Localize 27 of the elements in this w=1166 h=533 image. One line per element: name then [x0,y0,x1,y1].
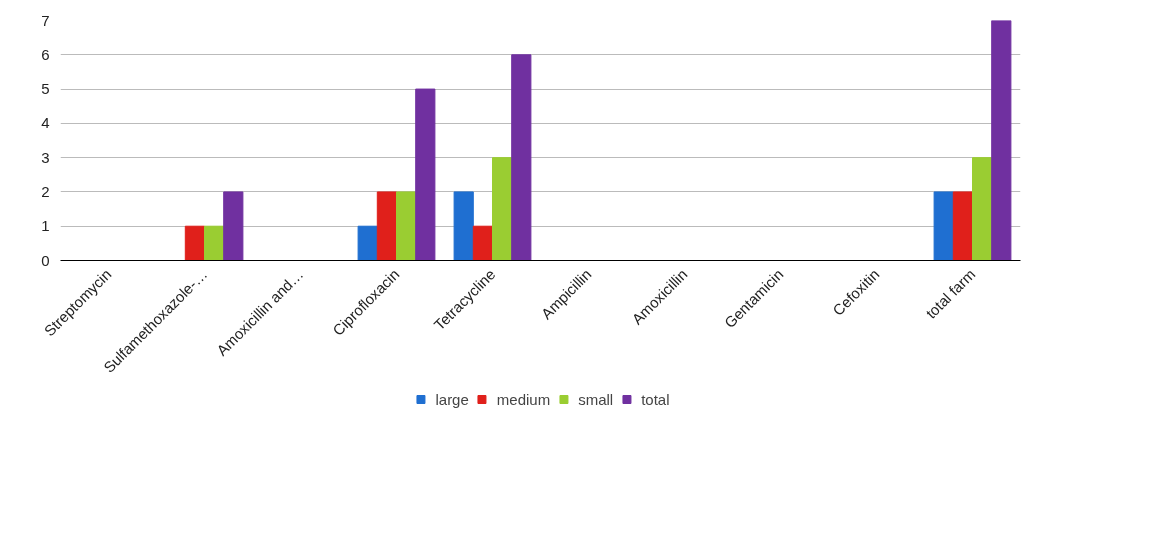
y-tick-label: 1 [41,217,50,235]
bar [472,225,493,261]
bar [415,88,436,261]
legend-label: total [641,390,670,408]
y-tick-label: 7 [41,11,50,29]
bar [376,191,397,261]
y-tick-label: 3 [41,148,50,166]
bar [396,191,417,261]
bar [184,225,205,261]
bar [511,54,532,261]
bar [453,191,474,261]
bar [991,20,1012,261]
bar [357,225,378,261]
bar [204,225,225,261]
bar [223,191,244,261]
bar [492,157,513,261]
y-tick-label: 2 [41,182,50,200]
y-tick-label: 4 [41,114,50,132]
y-tick-label: 0 [41,251,50,269]
legend-label: small [578,390,614,408]
y-tick-label: 6 [41,45,50,63]
bar [933,191,954,261]
legend-label: medium [496,390,551,408]
legend-label: large [435,390,469,408]
bar [952,191,973,261]
y-tick-label: 5 [41,80,50,98]
bar [972,157,993,261]
